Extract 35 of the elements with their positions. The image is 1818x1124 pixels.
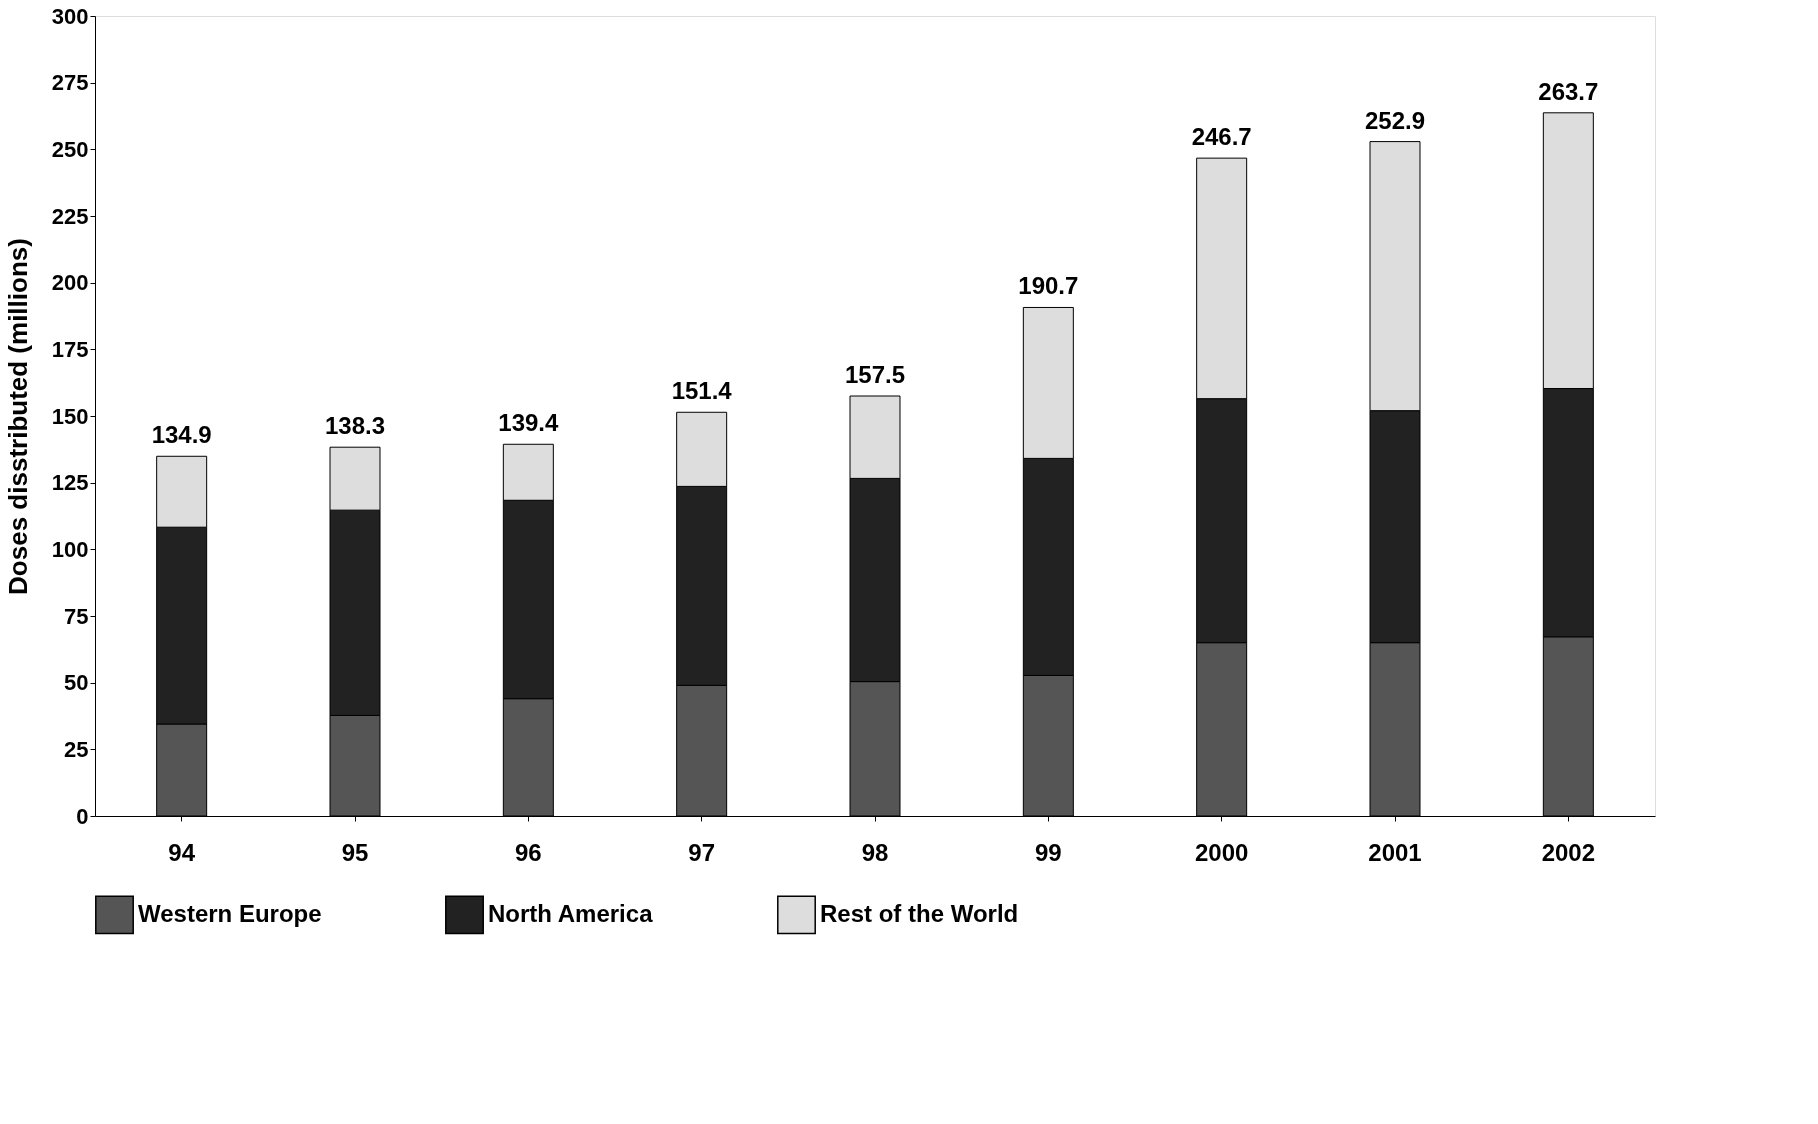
total-label: 263.7 xyxy=(1538,77,1599,105)
x-tick-label: 2000 xyxy=(1194,838,1249,866)
x-tick-label: 97 xyxy=(688,838,716,866)
y-tick-label: 150 xyxy=(51,403,89,429)
y-tick-label: 300 xyxy=(51,3,89,29)
total-label: 252.9 xyxy=(1364,106,1426,134)
y-tick-label: 275 xyxy=(51,70,89,96)
legend-label: North America xyxy=(488,899,654,927)
y-tick-label: 50 xyxy=(64,670,89,696)
total-label: 134.9 xyxy=(151,421,212,449)
total-label: 246.7 xyxy=(1191,123,1252,151)
total-label: 190.7 xyxy=(1018,272,1079,300)
y-tick-label: 250 xyxy=(51,136,89,162)
x-tick-label: 99 xyxy=(1034,838,1062,866)
legend-label: Rest of the World xyxy=(820,899,1019,927)
y-axis-title: Doses disstributed (millions) xyxy=(2,238,33,595)
y-tick-label: 75 xyxy=(64,603,89,629)
total-label: 151.4 xyxy=(671,377,733,405)
legend-label: Western Europe xyxy=(138,899,322,927)
y-tick-label: 100 xyxy=(51,536,89,562)
x-tick-label: 96 xyxy=(514,838,542,866)
y-tick-label: 200 xyxy=(51,270,89,296)
x-tick-label: 98 xyxy=(861,838,889,866)
y-tick-label: 25 xyxy=(64,736,89,762)
total-label: 139.4 xyxy=(498,409,560,437)
y-tick-label: 0 xyxy=(76,803,89,829)
total-label: 157.5 xyxy=(844,361,906,388)
x-tick-label: 2001 xyxy=(1368,838,1422,866)
x-tick-label: 94 xyxy=(168,838,196,866)
y-tick-label: 225 xyxy=(51,203,89,229)
x-tick-label: 95 xyxy=(341,838,369,866)
total-label: 138.3 xyxy=(324,412,386,440)
y-tick-label: 175 xyxy=(51,336,89,362)
y-tick-label: 125 xyxy=(51,470,89,496)
x-tick-label: 2002 xyxy=(1541,838,1596,866)
